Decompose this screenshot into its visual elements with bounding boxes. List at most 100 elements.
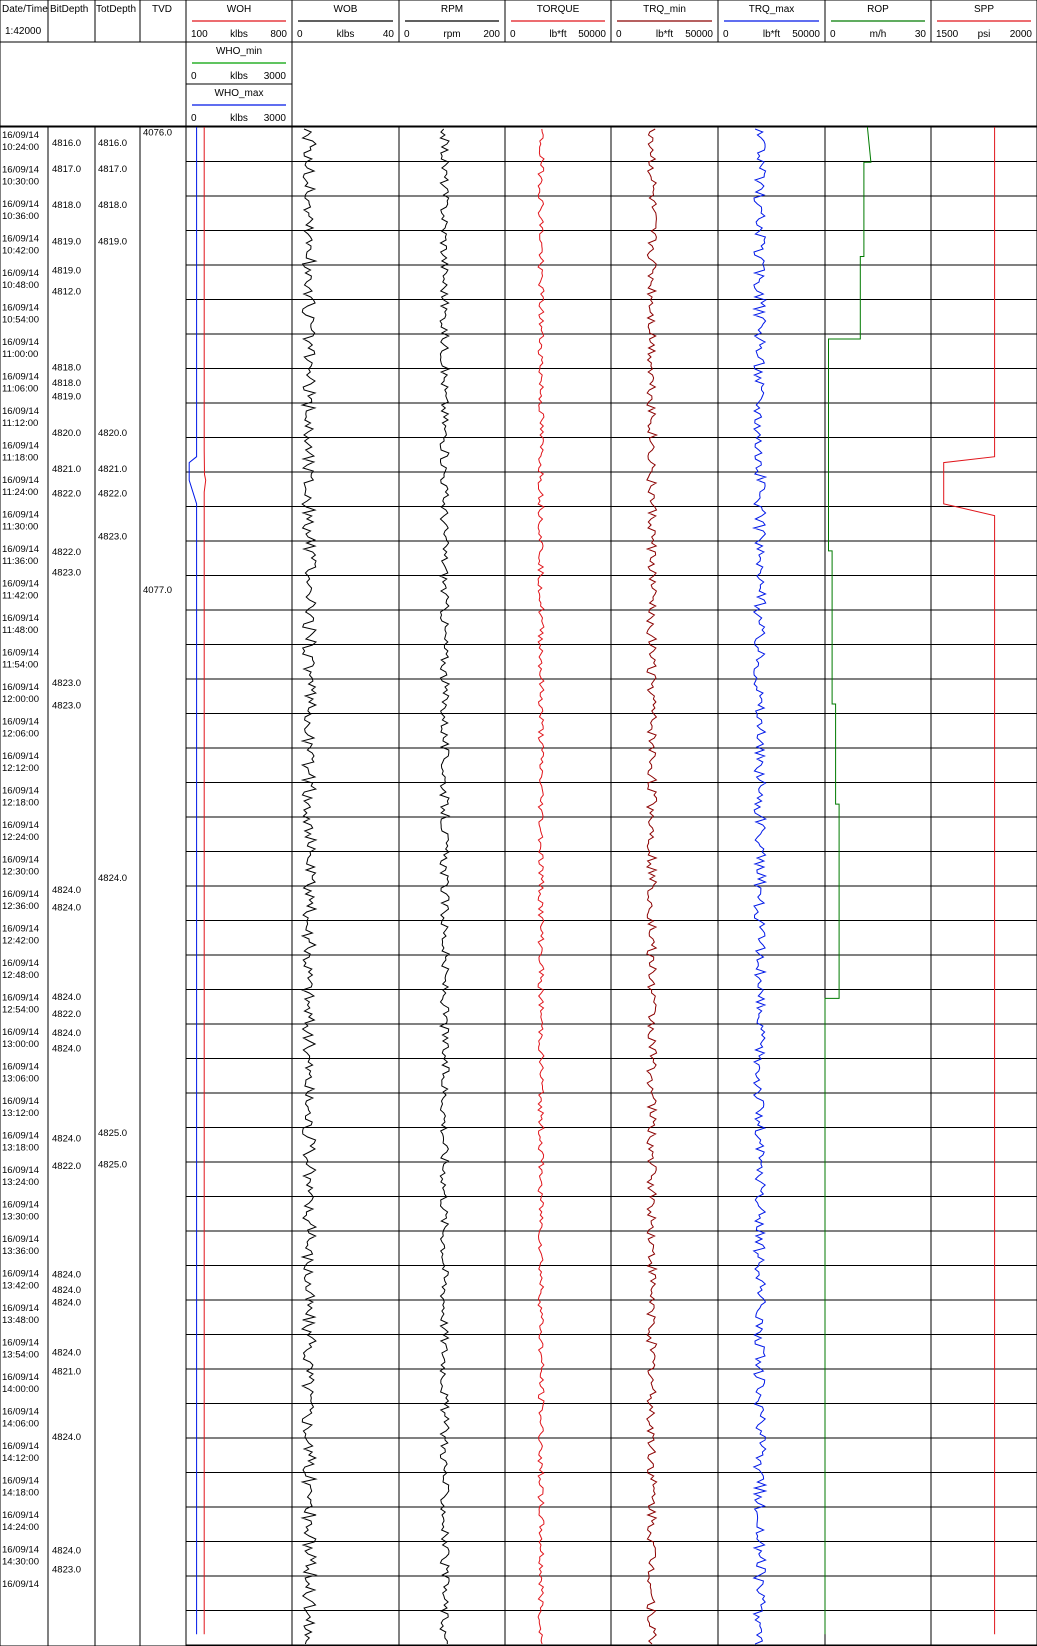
time-label-time: 10:36:00 [2, 211, 39, 222]
track-min: 0 [616, 29, 622, 40]
time-label-time: 12:24:00 [2, 832, 39, 843]
track-max: 200 [483, 29, 500, 40]
header-tvd: TVD [152, 4, 172, 15]
time-label-date: 16/09/14 [2, 234, 39, 245]
bitdepth-label: 4822.0 [52, 1009, 81, 1020]
time-label-time: 14:30:00 [2, 1557, 39, 1568]
time-label-date: 16/09/14 [2, 1407, 39, 1418]
time-label-date: 16/09/14 [2, 1441, 39, 1452]
header-left: Date/Time 1:42000 BitDepth TotDepth TVD [0, 0, 187, 127]
time-label-date: 16/09/14 [2, 1579, 39, 1590]
totdepth-label: 4825.0 [98, 1159, 127, 1170]
time-label-time: 11:24:00 [2, 487, 38, 498]
bitdepth-label: 4818.0 [52, 362, 81, 373]
bitdepth-label: 4824.0 [52, 1028, 81, 1039]
bitdepth-label: 4812.0 [52, 286, 81, 297]
time-label-date: 16/09/14 [2, 648, 39, 659]
bitdepth-label: 4823.0 [52, 568, 81, 579]
track-unit: lb*ft [549, 29, 566, 40]
bitdepth-label: 4817.0 [52, 164, 81, 175]
time-label-time: 11:18:00 [2, 453, 38, 464]
time-label-time: 14:18:00 [2, 1488, 39, 1499]
time-label-time: 11:48:00 [2, 625, 38, 636]
bitdepth-label: 4824.0 [52, 992, 81, 1003]
sub-track-max: 3000 [264, 71, 287, 82]
time-label-date: 16/09/14 [2, 1200, 39, 1211]
sub-track-unit: klbs [230, 71, 248, 82]
header-datetime: Date/Time [2, 4, 48, 15]
time-label-date: 16/09/14 [2, 1476, 39, 1487]
track-label: ROP [867, 4, 889, 15]
time-label-date: 16/09/14 [2, 579, 39, 590]
time-label-time: 13:36:00 [2, 1246, 39, 1257]
track-label: TRQ_max [749, 4, 795, 15]
bitdepth-label: 4823.0 [52, 700, 81, 711]
sub-track-max: 3000 [264, 113, 287, 124]
time-label-date: 16/09/14 [2, 406, 39, 417]
time-label-date: 16/09/14 [2, 1027, 39, 1038]
totdepth-label: 4816.0 [98, 138, 127, 149]
track-label: WOB [334, 4, 358, 15]
time-label-time: 13:00:00 [2, 1039, 39, 1050]
sub-track-label: WHO_max [215, 88, 264, 99]
time-label-time: 12:06:00 [2, 729, 39, 740]
time-label-date: 16/09/14 [2, 1338, 39, 1349]
totdepth-label: 4820.0 [98, 428, 127, 439]
time-label-time: 12:30:00 [2, 867, 39, 878]
time-label-time: 12:42:00 [2, 936, 39, 947]
bitdepth-label: 4822.0 [52, 1161, 81, 1172]
time-label-date: 16/09/14 [2, 1510, 39, 1521]
track-unit: klbs [230, 29, 248, 40]
time-label-time: 13:24:00 [2, 1177, 39, 1188]
time-label-time: 13:42:00 [2, 1281, 39, 1292]
bitdepth-label: 4818.0 [52, 200, 81, 211]
time-label-date: 16/09/14 [2, 372, 39, 383]
time-label-date: 16/09/14 [2, 1372, 39, 1383]
time-label-date: 16/09/14 [2, 303, 39, 314]
time-label-time: 14:12:00 [2, 1453, 39, 1464]
time-label-time: 12:36:00 [2, 901, 39, 912]
track-max: 30 [915, 29, 927, 40]
track-max: 50000 [685, 29, 713, 40]
totdepth-label: 4818.0 [98, 200, 127, 211]
time-label-time: 13:06:00 [2, 1074, 39, 1085]
time-label-time: 11:00:00 [2, 349, 38, 360]
bitdepth-label: 4823.0 [52, 1565, 81, 1576]
totdepth-label: 4819.0 [98, 236, 127, 247]
sub-track-label: WHO_min [216, 46, 262, 57]
totdepth-label: 4821.0 [98, 464, 127, 475]
time-label-date: 16/09/14 [2, 682, 39, 693]
time-label-time: 13:18:00 [2, 1143, 39, 1154]
sub-track-min: 0 [191, 113, 197, 124]
track-min: 0 [297, 29, 303, 40]
tvd-label: 4077.0 [143, 585, 172, 596]
bitdepth-label: 4824.0 [52, 1270, 81, 1281]
time-label-date: 16/09/14 [2, 1234, 39, 1245]
time-label-date: 16/09/14 [2, 165, 39, 176]
bitdepth-label: 4824.0 [52, 1347, 81, 1358]
track-max: 800 [270, 29, 287, 40]
bitdepth-label: 4819.0 [52, 236, 81, 247]
spp-curve [943, 127, 996, 1635]
time-label-time: 11:06:00 [2, 384, 38, 395]
trq-max-curve [751, 128, 768, 1645]
bitdepth-label: 4821.0 [52, 1366, 81, 1377]
track-min: 0 [510, 29, 516, 40]
track-unit: m/h [870, 29, 887, 40]
tvd-label: 4076.0 [143, 128, 172, 139]
time-label-date: 16/09/14 [2, 337, 39, 348]
totdepth-label: 4823.0 [98, 531, 127, 542]
header-scale: 1:42000 [5, 26, 42, 37]
time-label-date: 16/09/14 [2, 786, 39, 797]
track-headers: WOH 100 klbs 800 WOB 0 klbs 40 RPM 0 rpm 200 TORQUE 0… [185, 0, 1037, 127]
time-label-time: 11:12:00 [2, 418, 38, 429]
track-min: 0 [830, 29, 836, 40]
bitdepth-label: 4824.0 [52, 1044, 81, 1055]
time-label-date: 16/09/14 [2, 717, 39, 728]
time-label-time: 11:36:00 [2, 556, 38, 567]
track-unit: lb*ft [763, 29, 780, 40]
track-min: 0 [404, 29, 410, 40]
totdepth-label: 4822.0 [98, 488, 127, 499]
time-label-time: 10:30:00 [2, 177, 39, 188]
